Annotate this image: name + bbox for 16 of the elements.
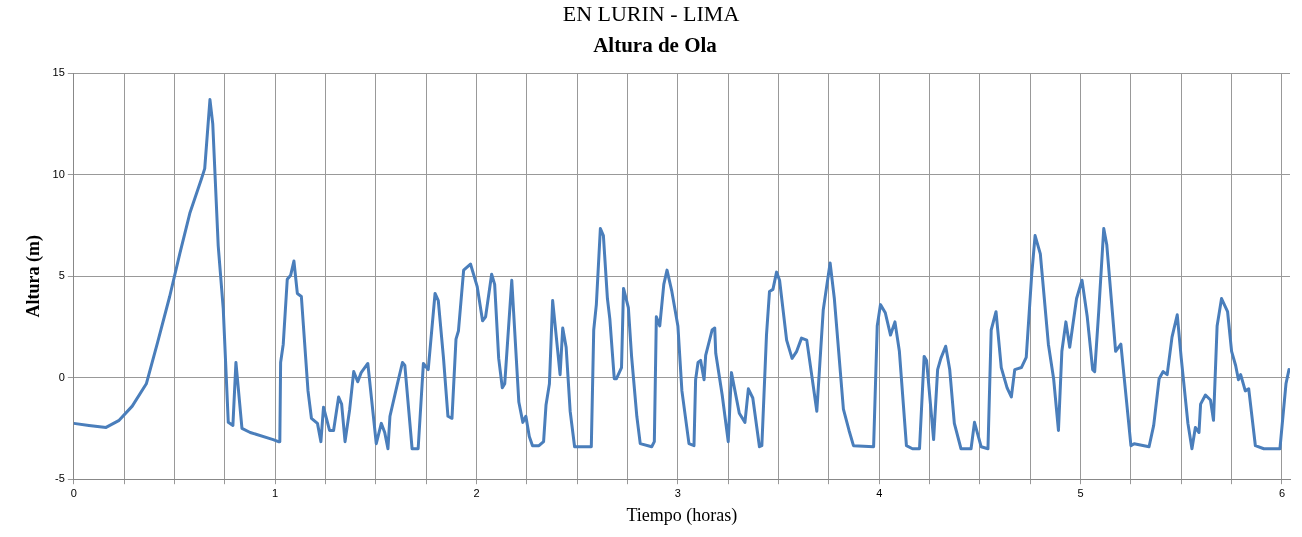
x-tick-label: 5 (1077, 486, 1084, 499)
x-tick-label: 6 (1278, 486, 1286, 499)
x-tick-label: 4 (876, 486, 883, 499)
y-tick-label: 5 (58, 269, 65, 282)
y-tick-label: 0 (58, 370, 65, 383)
x-tick-label: 1 (272, 486, 279, 499)
x-axis-title: Tiempo (horas) (626, 504, 738, 526)
x-tick-label: 0 (70, 486, 77, 499)
text: EN LURIN - LIMA (562, 0, 740, 26)
x-tick-label: 3 (674, 486, 681, 499)
chart-title: Altura de Ola (593, 33, 718, 58)
y-tick-label: -5 (55, 472, 65, 485)
x-tick-label: 2 (473, 486, 480, 499)
y-tick-label: 15 (52, 66, 65, 79)
y-tick-label: 10 (52, 167, 65, 180)
y-axis-title: Altura (m) (23, 234, 45, 318)
